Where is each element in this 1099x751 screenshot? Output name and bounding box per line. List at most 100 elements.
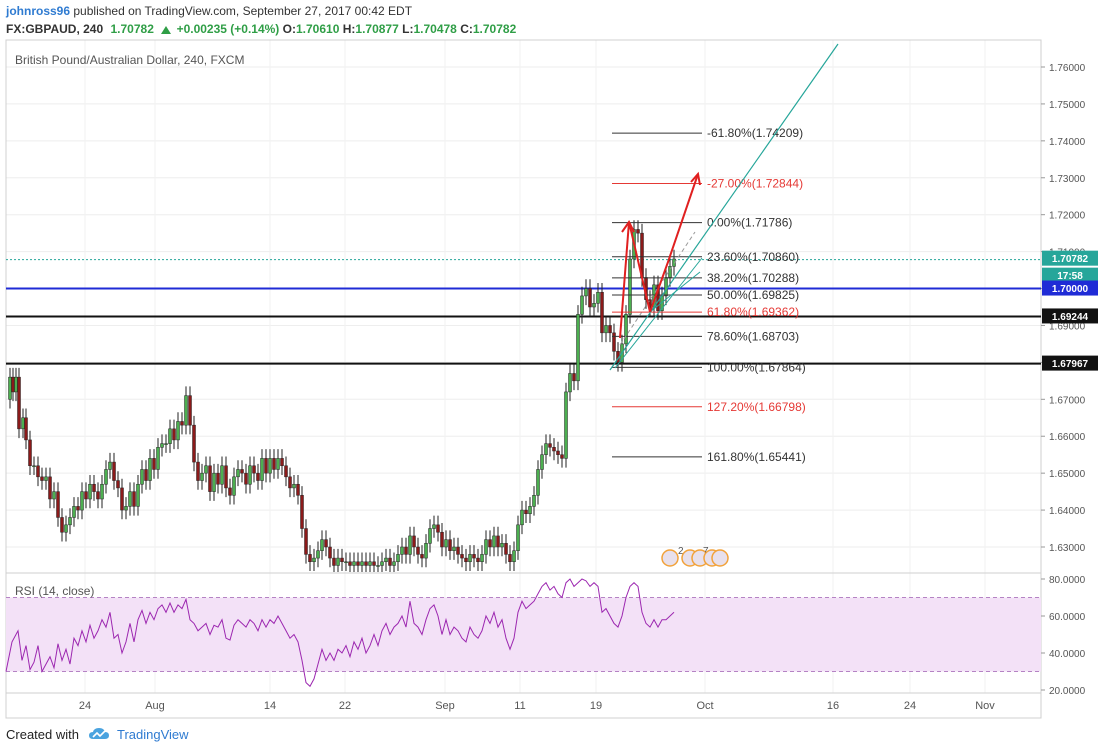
event-count-7: 7 [703, 546, 709, 557]
price-axis-labels: 1.70782 17:58 1.70000 1.69244 1.67967 [1042, 250, 1098, 371]
candle-body [164, 443, 168, 445]
candle-body [604, 325, 608, 334]
candle-body [21, 417, 25, 430]
candle-body [248, 465, 252, 485]
close-label: C: [460, 22, 473, 36]
candle-body [540, 454, 544, 470]
price-tick-label: 1.64000 [1049, 506, 1086, 517]
uk-flag-icon[interactable] [661, 549, 679, 567]
up-triangle-icon [161, 25, 172, 34]
candle-body [532, 495, 536, 507]
candle-body [204, 465, 208, 474]
candle-body [528, 506, 532, 515]
candle-body [112, 461, 116, 481]
tradingview-brand-link[interactable]: TradingView [117, 727, 189, 742]
candle-body [588, 288, 592, 308]
candle-body [384, 557, 388, 563]
candle-body [556, 450, 560, 455]
candle-body [212, 472, 216, 492]
price-tick-label: 1.66000 [1049, 432, 1086, 443]
price-axis[interactable]: 1.760001.750001.740001.730001.720001.710… [1041, 63, 1086, 697]
candle-body [11, 376, 15, 393]
candle-body [536, 469, 540, 496]
candle-body [368, 561, 372, 566]
candle-body [80, 491, 84, 511]
publish-info: johnross96 published on TradingView.com,… [6, 4, 412, 18]
candle-body [88, 483, 92, 500]
candle-body [244, 472, 248, 485]
red-arrow-target [649, 173, 699, 313]
candle-body [360, 561, 364, 566]
candle-body [512, 550, 516, 563]
tradingview-cloud-icon[interactable] [88, 726, 110, 742]
high-value: 1.70877 [355, 22, 399, 36]
candle-body [216, 472, 220, 485]
candle-body [448, 539, 452, 551]
candle-body [324, 539, 328, 548]
candle-body [168, 428, 172, 444]
candle-body [356, 561, 360, 566]
author-link[interactable]: johnross96 [6, 4, 71, 18]
fib-level-label: 78.60%(1.68703) [707, 329, 799, 343]
candle-body [272, 458, 276, 470]
fib-level-label: 38.20%(1.70288) [707, 271, 799, 285]
candle-body [576, 314, 580, 382]
candle-body [504, 543, 508, 555]
price-label-badge [1042, 308, 1098, 324]
candle-body [76, 506, 80, 511]
uk-flag-icon[interactable] [711, 549, 729, 567]
candle-body [548, 443, 552, 448]
candle-body [232, 476, 236, 496]
time-tick-label: Nov [975, 700, 995, 712]
candle-body [264, 458, 268, 474]
chart-header: johnross96 published on TradingView.com,… [0, 0, 1099, 40]
candle-body [240, 469, 244, 474]
candle-body [372, 561, 376, 566]
candle-body [364, 561, 368, 566]
time-tick-label: Sep [435, 700, 455, 712]
red-arrow-down [628, 221, 651, 313]
time-axis[interactable]: 24 Aug 14 22 Sep 11 19 Oct 16 24 Nov [79, 700, 995, 712]
last-price: 1.70782 [110, 22, 154, 36]
event-icons[interactable]: 2 7 [661, 546, 729, 567]
fib-level-label: 23.60%(1.70860) [707, 250, 799, 264]
candle-body [312, 557, 316, 563]
price-tick-label: 1.75000 [1049, 100, 1086, 111]
candle-body [612, 332, 616, 352]
candle-body [420, 554, 424, 559]
candle-body [100, 483, 104, 500]
candle-body [136, 483, 140, 507]
candle-body [348, 561, 352, 566]
candle-body [188, 395, 192, 426]
horizontal-levels[interactable] [6, 259, 1041, 365]
candle-body [184, 395, 188, 426]
candle-body [224, 465, 228, 489]
candle-body [336, 557, 340, 566]
candle-body [464, 557, 468, 563]
fib-level-label: 161.80%(1.65441) [707, 450, 806, 464]
candle-body [484, 539, 488, 555]
price-label-badge [1042, 355, 1098, 371]
candle-body [160, 443, 164, 448]
drawings[interactable] [609, 43, 839, 371]
candle-body [400, 546, 404, 555]
candle-body [524, 509, 528, 515]
price-tick-label: 1.76000 [1049, 63, 1086, 74]
ohlc-bar: FX:GBPAUD, 240 1.70782 +0.00235 (+0.14%)… [6, 22, 516, 36]
candle-body [468, 554, 472, 563]
candle-body [412, 535, 416, 548]
fibonacci-retracement[interactable]: -61.80%(1.74209) -27.00%(1.72844) 0.00%(1.… [612, 126, 806, 464]
candle-body [304, 528, 308, 555]
candle-body [584, 288, 588, 297]
fib-level-label: 127.20%(1.66798) [707, 400, 806, 414]
rsi-tick-label: 60.0000 [1049, 612, 1086, 623]
candle-body [492, 535, 496, 548]
open-label: O: [282, 22, 296, 36]
candle-body [332, 557, 336, 566]
candle-body [36, 465, 40, 478]
candle-body [424, 543, 428, 559]
candle-body [52, 491, 56, 500]
created-with-text: Created with [6, 727, 79, 742]
symbol-label: FX:GBPAUD, 240 [6, 22, 104, 36]
